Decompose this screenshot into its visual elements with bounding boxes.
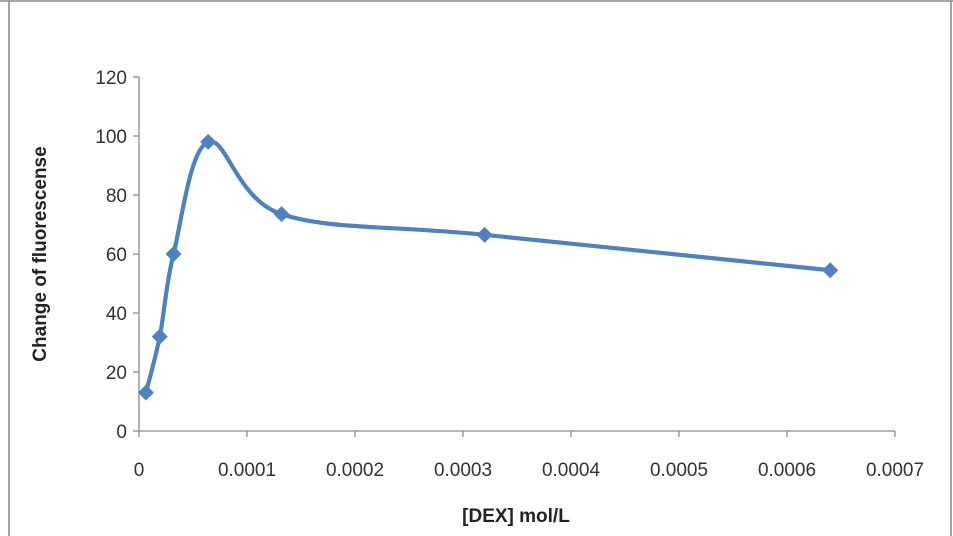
- x-axis-ticks: 0 0.0001 0.0002 0.0003 0.0004 0.0005 0.0006 0.0…: [134, 431, 924, 481]
- y-tick-label: 0: [116, 422, 127, 443]
- data-point-marker: [476, 226, 493, 243]
- x-tick-label: 0.0006: [758, 460, 816, 481]
- x-tick-label: 0.0007: [866, 460, 924, 481]
- x-tick-label: 0: [134, 460, 145, 481]
- y-tick-label: 60: [106, 245, 127, 266]
- x-tick-label: 0.0005: [650, 460, 708, 481]
- x-axis-title: [DEX] mol/L: [462, 506, 570, 527]
- data-point-marker: [200, 133, 217, 150]
- series-markers: [137, 133, 839, 401]
- data-point-marker: [273, 206, 290, 223]
- y-tick-label: 100: [95, 127, 127, 148]
- x-tick-label: 0.0003: [434, 460, 492, 481]
- x-tick-label: 0.0002: [326, 460, 384, 481]
- y-axis-title: Change of fluorescense: [30, 146, 51, 361]
- data-point-marker: [165, 246, 182, 262]
- x-tick-label: 0.0004: [542, 460, 601, 481]
- series-line: [143, 139, 833, 395]
- x-tick-label: 0.0001: [218, 460, 276, 481]
- data-point-marker: [137, 384, 154, 401]
- y-tick-label: 120: [95, 68, 127, 89]
- y-axis-ticks: 0 20 40 60 80 100 120: [95, 68, 139, 443]
- y-tick-label: 20: [106, 363, 127, 384]
- y-tick-label: 80: [106, 186, 127, 207]
- y-tick-label: 40: [106, 304, 127, 325]
- data-point-marker: [822, 262, 839, 279]
- data-point-marker: [151, 328, 168, 345]
